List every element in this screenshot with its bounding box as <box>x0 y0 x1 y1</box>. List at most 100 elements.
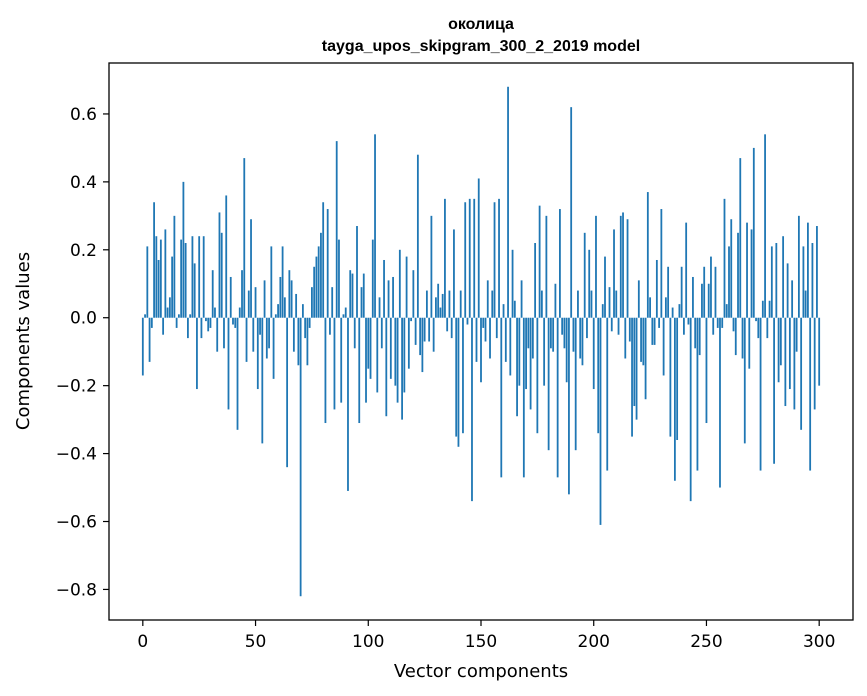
bar-220 <box>637 280 640 318</box>
bar-84 <box>331 287 334 318</box>
bar-120 <box>412 270 415 318</box>
bar-223 <box>644 317 647 400</box>
bar-21 <box>189 314 192 318</box>
bar-97 <box>360 287 363 318</box>
bar-172 <box>529 317 532 410</box>
bar-149 <box>477 178 480 318</box>
bar-145 <box>468 198 471 318</box>
bar-270 <box>750 229 753 318</box>
y-tick-label: −0.4 <box>56 445 97 465</box>
bar-124 <box>421 317 424 373</box>
bar-201 <box>595 215 597 318</box>
bar-293 <box>802 246 805 318</box>
bar-33 <box>216 317 219 352</box>
bar-6 <box>155 236 158 318</box>
bar-187 <box>563 317 566 349</box>
bar-74 <box>308 317 311 328</box>
x-axis-ticks: 0 50 100 150 200 250 300 <box>137 620 835 652</box>
bar-196 <box>583 232 586 318</box>
bar-298 <box>813 317 816 410</box>
bar-245 <box>694 317 697 349</box>
bar-261 <box>730 219 733 318</box>
bar-157 <box>495 317 498 339</box>
bar-183 <box>554 283 557 318</box>
bar-222 <box>642 317 645 366</box>
y-tick-label: 0.0 <box>70 309 97 329</box>
bar-17 <box>180 239 183 318</box>
bar-240 <box>683 317 685 335</box>
bar-115 <box>401 317 403 420</box>
bar-218 <box>633 317 636 407</box>
bar-165 <box>513 300 516 318</box>
bar-138 <box>453 229 455 318</box>
bar-144 <box>466 317 469 325</box>
bar-80 <box>322 202 325 318</box>
y-tick-label: −0.6 <box>56 513 97 533</box>
bar-161 <box>504 317 507 362</box>
bar-296 <box>809 317 812 471</box>
bar-199 <box>590 290 593 318</box>
bar-42 <box>236 317 239 430</box>
bar-256 <box>719 317 721 488</box>
bar-211 <box>617 317 620 335</box>
bar-142 <box>462 317 464 434</box>
bar-141 <box>459 290 462 318</box>
bar-163 <box>509 317 512 376</box>
bar-86 <box>335 141 338 318</box>
bar-166 <box>516 317 518 417</box>
bar-235 <box>671 307 674 318</box>
bar-174 <box>534 243 537 318</box>
bar-39 <box>229 276 232 318</box>
bar-78 <box>317 246 320 318</box>
bar-106 <box>380 317 383 349</box>
bar-49 <box>252 317 255 352</box>
bar-253 <box>712 317 715 335</box>
bar-44 <box>241 270 243 318</box>
bar-12 <box>168 297 171 318</box>
bar-9 <box>162 317 165 335</box>
bar-246 <box>696 317 699 471</box>
y-tick-label: 0.4 <box>70 173 97 193</box>
bar-210 <box>615 290 618 318</box>
bar-282 <box>777 317 780 383</box>
bar-213 <box>622 212 624 318</box>
bar-175 <box>536 317 539 434</box>
bar-128 <box>430 215 433 318</box>
bar-28 <box>205 317 207 322</box>
bar-181 <box>549 317 552 349</box>
bar-158 <box>498 198 500 318</box>
x-tick-label: 250 <box>690 632 722 652</box>
bar-152 <box>484 317 487 342</box>
bar-53 <box>261 317 264 444</box>
bar-63 <box>283 297 286 318</box>
bar-20 <box>187 317 189 339</box>
bar-193 <box>577 290 579 318</box>
bar-22 <box>191 236 194 318</box>
bar-248 <box>701 283 703 318</box>
bar-295 <box>807 222 809 318</box>
bar-111 <box>392 276 394 318</box>
bar-113 <box>396 317 399 403</box>
y-axis-ticks: −0.8 −0.6 −0.4 −0.2 0.0 0.2 0.4 0.6 <box>56 105 109 600</box>
bar-170 <box>525 317 527 390</box>
bar-66 <box>290 280 293 318</box>
bar-159 <box>500 317 503 478</box>
x-axis-label: Vector components <box>394 661 568 682</box>
bar-85 <box>333 317 336 410</box>
bar-288 <box>791 280 794 318</box>
bar-2 <box>146 246 149 318</box>
bar-137 <box>450 317 453 339</box>
bar-178 <box>543 317 546 386</box>
bar-82 <box>326 209 329 318</box>
x-tick-label: 200 <box>578 632 610 652</box>
bar-299 <box>816 226 818 318</box>
bar-212 <box>619 215 622 318</box>
bar-136 <box>448 290 451 318</box>
bar-62 <box>281 246 284 318</box>
bar-131 <box>437 283 440 318</box>
bar-280 <box>773 317 775 464</box>
bar-117 <box>405 256 408 318</box>
bar-7 <box>157 259 160 318</box>
bar-146 <box>471 317 473 502</box>
